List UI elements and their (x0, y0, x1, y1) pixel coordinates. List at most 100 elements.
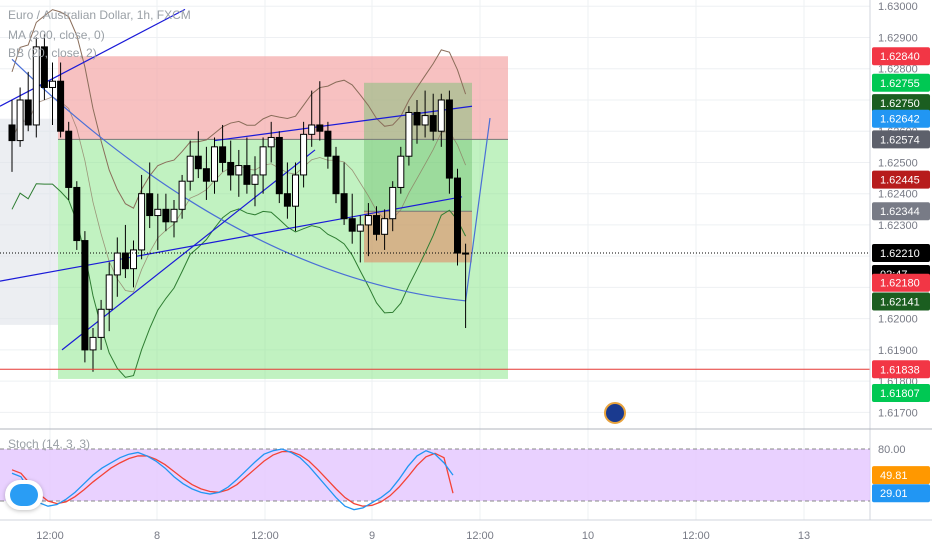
candle-body (219, 146, 227, 163)
candle-body (243, 165, 251, 185)
candle-body (429, 115, 437, 132)
candle-body (202, 168, 210, 182)
candle-body (16, 99, 24, 142)
stoch-tag-label: 49.81 (880, 470, 908, 482)
candle-body (445, 99, 453, 179)
price-tag-bg (872, 273, 930, 292)
time-axis-label: 8 (154, 530, 160, 542)
price-axis-label: 1.62300 (878, 220, 918, 232)
candle-body (421, 115, 429, 126)
candle-body (138, 193, 146, 251)
candle-body (300, 133, 308, 176)
price-tag-bg (872, 94, 930, 113)
candle-body (24, 99, 32, 126)
stoch-tag-label: 29.01 (880, 488, 908, 500)
price-tag-bg (872, 292, 930, 311)
bb-upper-line (11, 9, 467, 209)
stoch-band (0, 449, 870, 501)
price-axis-label: 1.62400 (878, 189, 918, 201)
candle-body (49, 80, 56, 88)
candle-body (186, 155, 194, 182)
candle-body (364, 215, 372, 226)
candle-body (437, 99, 445, 132)
candle-body (113, 252, 121, 276)
price-tag-bg (872, 244, 930, 263)
stoch-legend[interactable]: Stoch (14, 3, 3) (8, 437, 91, 451)
price-tag-bg (872, 170, 930, 189)
candle-body (89, 336, 97, 351)
candle-body (121, 252, 129, 270)
price-tag-bg (872, 202, 930, 221)
price-tag-label: 1.62750 (880, 98, 920, 110)
price-axis-label: 1.61700 (878, 407, 918, 419)
candle-body (227, 161, 235, 176)
candle-body (235, 165, 243, 176)
candle-body (57, 80, 65, 132)
price-tag-bg (872, 47, 930, 66)
ma-legend[interactable]: MA (200, close, 0) (8, 28, 105, 42)
symbol-legend[interactable]: Euro / Australian Dollar, 1h, FXCM (8, 8, 191, 22)
price-tag-bg (872, 360, 930, 379)
price-axis-label: 1.62000 (878, 314, 918, 326)
candle-body (389, 186, 397, 220)
candle-body (65, 130, 73, 188)
candle-body (324, 130, 332, 157)
left-shade-zone (0, 118, 58, 325)
candle-body (356, 224, 364, 232)
candle-body (308, 124, 316, 135)
time-axis-label: 13 (798, 530, 810, 542)
candle-body (178, 180, 186, 210)
candle-body (316, 124, 324, 132)
price-axis-label: 1.61900 (878, 345, 918, 357)
candle-body (105, 274, 113, 310)
candle-body (32, 46, 40, 126)
price-tag-label: 1.62180 (880, 278, 920, 290)
ma-200-line (11, 58, 491, 302)
time-axis-label: 12:00 (682, 530, 710, 542)
trendline-upper (214, 105, 473, 142)
price-axis-label: 1.62900 (878, 32, 918, 44)
stoch-tag-bg (872, 484, 930, 503)
candle-body (40, 46, 48, 88)
candle-body (259, 146, 267, 176)
stoch-k-line (11, 448, 454, 511)
australia-flag-event-icon[interactable] (604, 402, 626, 424)
candle-body (340, 193, 348, 220)
price-tag-label: 1.61807 (880, 388, 920, 400)
time-axis-label: 10 (582, 530, 594, 542)
candle-body (154, 208, 162, 217)
candle-body (381, 218, 389, 235)
price-tag-label: 1.62840 (880, 51, 920, 63)
candle-body (251, 174, 259, 185)
price-tag-bg (872, 384, 930, 403)
candle-body (413, 111, 421, 126)
tradingview-logo-icon[interactable] (5, 480, 43, 510)
time-axis-label: 9 (369, 530, 375, 542)
price-axis-label: 1.62500 (878, 157, 918, 169)
price-tag-bg (872, 130, 930, 149)
price-tag-label: 1.61838 (880, 364, 920, 376)
price-tag-label: 1.62210 (880, 248, 920, 260)
price-tag-label: 1.62574 (880, 134, 920, 146)
candle-body (130, 249, 137, 270)
stoch-d-line (11, 450, 454, 507)
candle-body (397, 155, 405, 188)
candle-body (454, 177, 461, 254)
trendline-upper-left (0, 8, 186, 107)
time-axis-label: 12:00 (36, 530, 64, 542)
candle-body (194, 155, 202, 170)
candle-body (275, 136, 283, 195)
candle-body (146, 193, 154, 217)
price-tag-bg (872, 73, 930, 92)
candle-body (162, 208, 170, 223)
stoch-axis-label: 80.00 (878, 444, 906, 456)
price-tag-label: 1.62344 (880, 206, 920, 218)
candle-body (267, 136, 275, 148)
price-axis-label: 1.63000 (878, 1, 918, 13)
candle-body (73, 186, 81, 242)
price-tag-label: 1.62141 (880, 296, 920, 308)
candle-body (332, 155, 340, 195)
bb-legend[interactable]: BB (20, close, 2) (8, 46, 97, 60)
price-tag-bg (872, 109, 930, 128)
